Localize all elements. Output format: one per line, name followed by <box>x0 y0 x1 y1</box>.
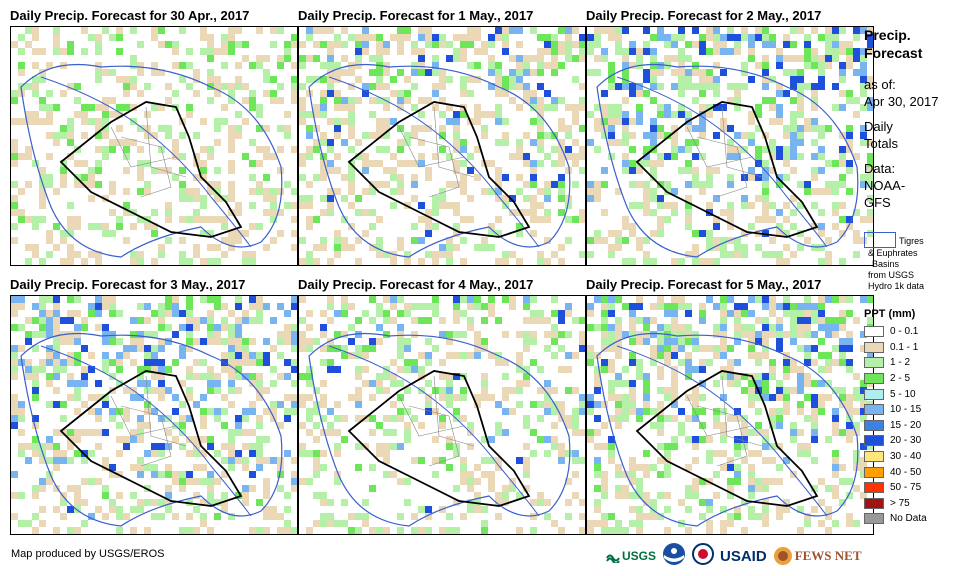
ppt-legend-item: 40 - 50 <box>864 464 964 480</box>
ppt-legend-label: 40 - 50 <box>890 466 922 478</box>
ppt-legend-label: 1 - 2 <box>890 357 911 369</box>
usgs-logo-text: USGS <box>622 549 657 563</box>
ppt-legend-swatch <box>864 419 884 431</box>
data-source-line2: GFS <box>864 195 891 210</box>
ppt-legend-item: 30 - 40 <box>864 449 964 465</box>
ppt-legend-label: 50 - 75 <box>890 482 922 494</box>
data-source-line1: NOAA- <box>864 178 906 193</box>
ppt-legend-item: 0 - 0.1 <box>864 324 964 340</box>
panel-title: Daily Precip. Forecast for 30 Apr., 2017 <box>10 8 250 23</box>
ppt-legend: PPT (mm) 0 - 0.1 0.1 - 1 1 - 2 2 - 5 5 - 10 1… <box>864 308 964 527</box>
basin-legend: Tigres & Euphrates Basins from USGS Hydr… <box>864 232 964 292</box>
forecast-panel-3: Daily Precip. Forecast for 2 May., 2017 <box>586 8 874 268</box>
logo-strip: USGS USAID FEWS NET <box>606 542 862 570</box>
forecast-map <box>298 26 586 266</box>
fews-net-logo: FEWS NET <box>773 546 862 566</box>
ppt-legend-item: No Data <box>864 511 964 527</box>
ppt-legend-item: > 75 <box>864 496 964 512</box>
ppt-legend-item: 50 - 75 <box>864 480 964 496</box>
totals-line1: Daily <box>864 119 893 134</box>
ppt-legend-label: 0.1 - 1 <box>890 341 919 353</box>
ppt-legend-label: No Data <box>890 513 927 525</box>
asof-date: Apr 30, 2017 <box>864 94 939 109</box>
panel-title: Daily Precip. Forecast for 5 May., 2017 <box>586 277 822 292</box>
ppt-legend-swatch <box>864 326 884 338</box>
panel-title: Daily Precip. Forecast for 1 May., 2017 <box>298 8 534 23</box>
forecast-panel-2: Daily Precip. Forecast for 1 May., 2017 <box>298 8 586 268</box>
forecast-panel-6: Daily Precip. Forecast for 5 May., 2017 <box>586 277 874 537</box>
ppt-legend-rows: 0 - 0.1 0.1 - 1 1 - 2 2 - 5 5 - 10 10 - 15 15 … <box>864 324 964 527</box>
ppt-legend-item: 20 - 30 <box>864 433 964 449</box>
ppt-legend-label: 2 - 5 <box>890 373 911 385</box>
ppt-legend-label: 0 - 0.1 <box>890 326 919 338</box>
ppt-legend-label: 10 - 15 <box>890 404 922 416</box>
forecast-map <box>298 295 586 535</box>
basin-legend-line5: Hydro 1k data <box>868 281 925 291</box>
usaid-seal-icon <box>692 542 715 570</box>
ppt-legend-label: 30 - 40 <box>890 451 922 463</box>
forecast-panel-5: Daily Precip. Forecast for 4 May., 2017 <box>298 277 586 537</box>
sidebar-info: Precip. Forecast as of: Apr 30, 2017 Dai… <box>864 26 964 211</box>
forecast-panel-1: Daily Precip. Forecast for 30 Apr., 2017 <box>10 8 298 268</box>
ppt-legend-label: 5 - 10 <box>890 388 916 400</box>
usgs-logo: USGS <box>606 549 656 563</box>
ppt-legend-item: 10 - 15 <box>864 402 964 418</box>
ppt-legend-item: 5 - 10 <box>864 386 964 402</box>
credit-text: Map produced by USGS/EROS <box>11 548 165 560</box>
basin-legend-line1: Tigres <box>899 236 924 246</box>
forecast-map <box>10 295 298 535</box>
ppt-legend-label: 20 - 30 <box>890 435 922 447</box>
ppt-legend-swatch <box>864 513 884 525</box>
ppt-legend-swatch <box>864 341 884 353</box>
panel-title: Daily Precip. Forecast for 2 May., 2017 <box>586 8 822 23</box>
ppt-legend-swatch <box>864 373 884 385</box>
fews-net-logo-text: FEWS NET <box>794 548 862 563</box>
ppt-legend-label: 15 - 20 <box>890 419 922 431</box>
asof-label: as of: <box>864 77 896 92</box>
ppt-legend-swatch <box>864 435 884 447</box>
ppt-legend-title: PPT (mm) <box>864 308 916 320</box>
basin-legend-line4: from USGS <box>868 270 915 280</box>
forecast-map <box>586 26 874 266</box>
forecast-panel-4: Daily Precip. Forecast for 3 May., 2017 <box>10 277 298 537</box>
panel-title: Daily Precip. Forecast for 3 May., 2017 <box>10 277 246 292</box>
data-label: Data: <box>864 161 896 176</box>
sidebar-title-line2: Forecast <box>864 45 923 61</box>
forecast-map <box>10 26 298 266</box>
ppt-legend-swatch <box>864 357 884 369</box>
ppt-legend-item: 15 - 20 <box>864 418 964 434</box>
ppt-legend-item: 1 - 2 <box>864 355 964 371</box>
panel-title: Daily Precip. Forecast for 4 May., 2017 <box>298 277 534 292</box>
ppt-legend-swatch <box>864 482 884 494</box>
noaa-logo <box>662 542 686 571</box>
ppt-legend-swatch <box>864 466 884 478</box>
sidebar-title-line1: Precip. <box>864 27 911 43</box>
totals-line2: Totals <box>864 136 898 151</box>
basin-legend-line2: & Euphrates <box>868 248 918 258</box>
usaid-logo-text: USAID <box>720 547 767 565</box>
ppt-legend-item: 0.1 - 1 <box>864 340 964 356</box>
basin-legend-line3: Basins <box>872 259 900 269</box>
ppt-legend-swatch <box>864 451 884 463</box>
ppt-legend-swatch <box>864 388 884 400</box>
basin-swatch <box>864 232 896 248</box>
ppt-legend-item: 2 - 5 <box>864 371 964 387</box>
ppt-legend-swatch <box>864 497 884 509</box>
forecast-map <box>586 295 874 535</box>
ppt-legend-label: > 75 <box>890 497 910 509</box>
ppt-legend-swatch <box>864 404 884 416</box>
